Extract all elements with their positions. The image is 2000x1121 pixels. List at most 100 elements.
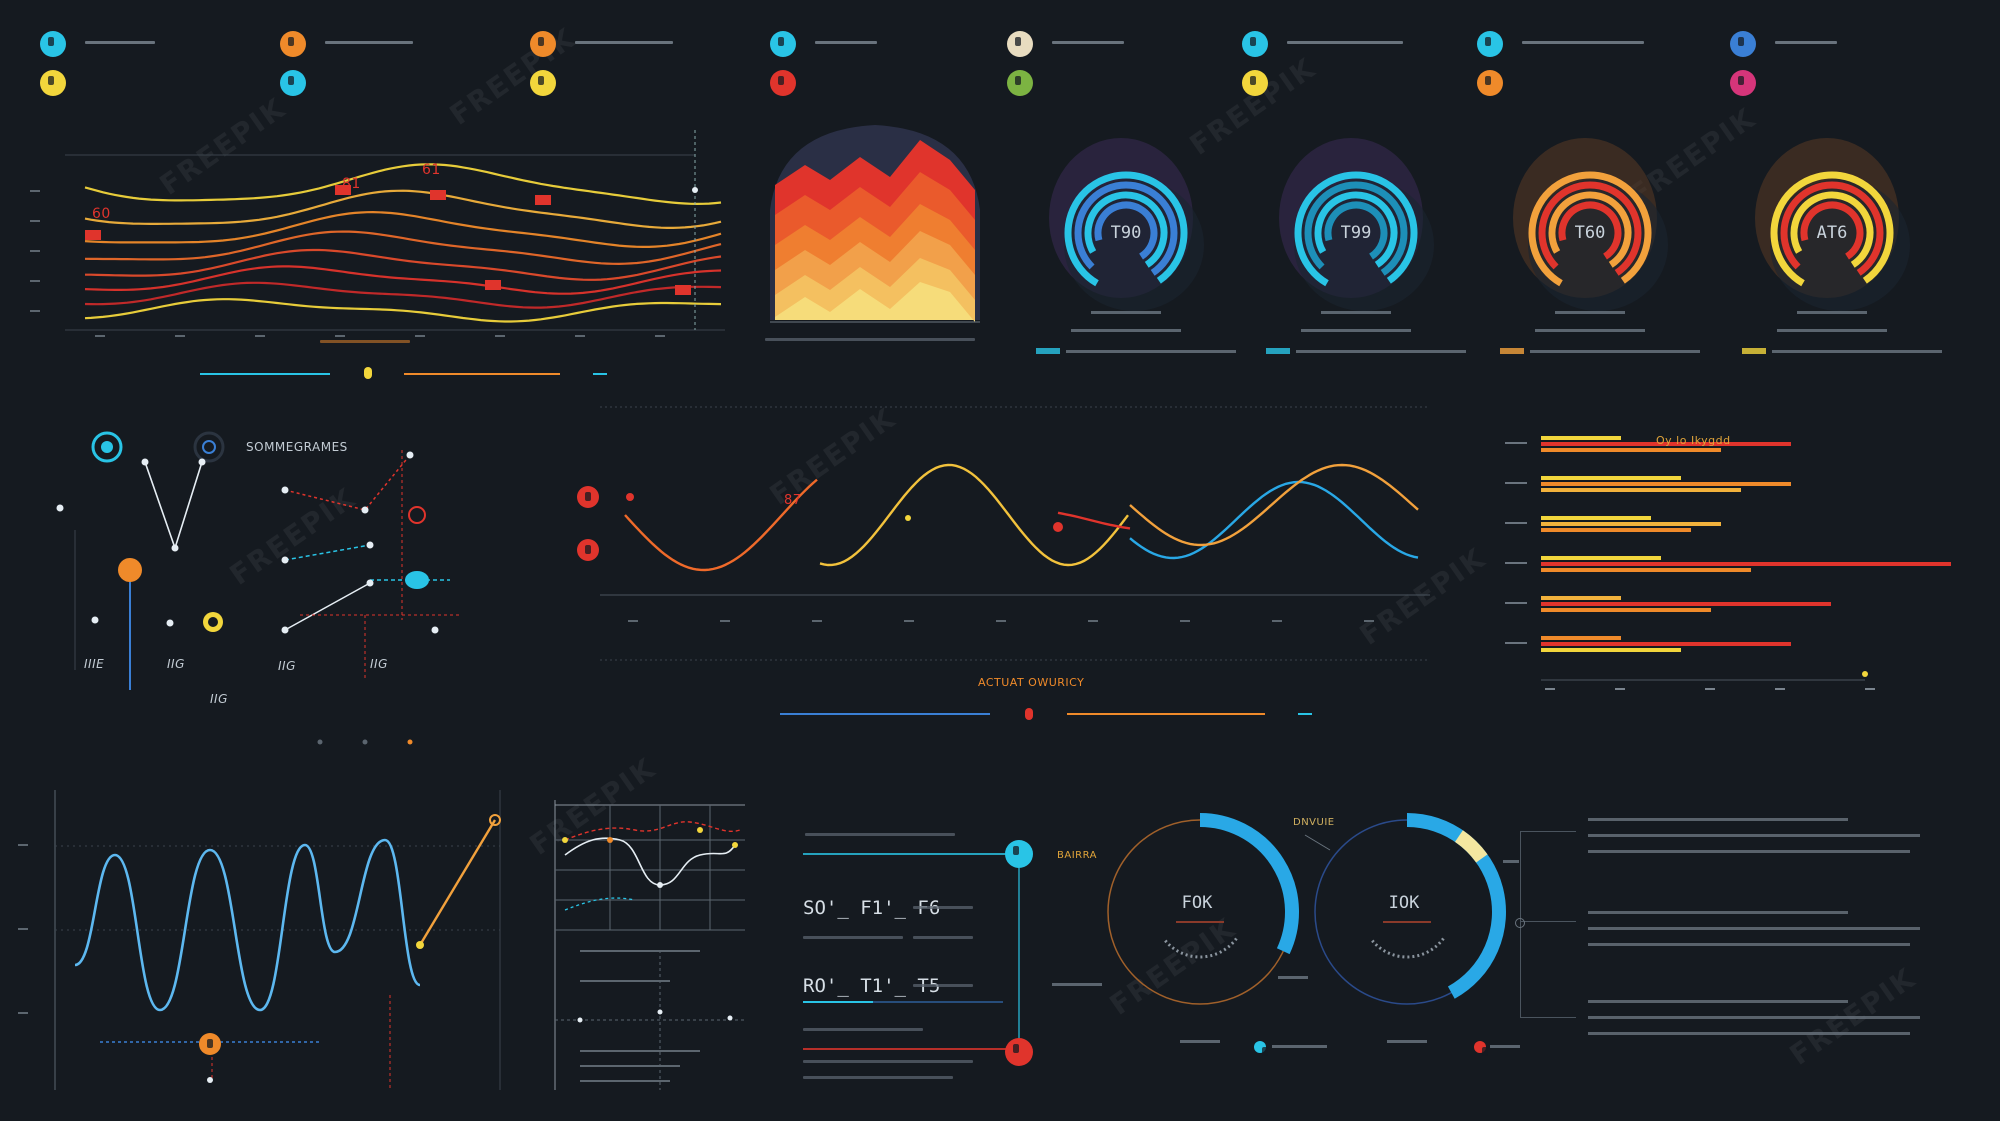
hbar	[1541, 596, 1621, 600]
legend-dot-icon	[1474, 1041, 1488, 1056]
wave-chart-label: 61	[422, 162, 441, 178]
wave-series-line	[84, 230, 722, 266]
watermark: FREEPIK	[443, 21, 582, 132]
arrow-icon[interactable]	[1730, 31, 1756, 57]
wave-marker	[430, 190, 446, 200]
scatter-point	[91, 616, 99, 624]
x-tick	[175, 335, 185, 337]
hbar	[1541, 488, 1741, 492]
ring-caption-line	[1797, 311, 1867, 314]
end-dot	[1862, 671, 1868, 677]
wave-series-line	[84, 210, 722, 248]
bracket-line	[1520, 921, 1576, 922]
ring-value: T60	[1574, 223, 1606, 243]
timeline-node-icon[interactable]	[1005, 1038, 1033, 1066]
ring-legend-swatch	[1500, 348, 1524, 354]
mini-line	[564, 897, 636, 911]
leader-line	[1304, 834, 1331, 851]
scatter-point	[281, 626, 289, 634]
pager-dot	[317, 739, 323, 745]
pager-dot	[362, 739, 368, 745]
text-line	[803, 1028, 923, 1031]
lock-icon[interactable]	[770, 70, 796, 96]
ring-caption-line	[1772, 350, 1942, 353]
link-icon[interactable]	[1477, 31, 1503, 57]
wave-point	[1053, 522, 1063, 532]
gauge-arc	[1454, 830, 1488, 863]
fire-icon[interactable]	[1477, 70, 1503, 96]
main-wave-marker-label: 87	[784, 493, 802, 508]
mountain-area-chart	[770, 125, 980, 323]
cloud-icon[interactable]	[280, 31, 306, 57]
node-dot	[208, 617, 218, 627]
water-drop-icon[interactable]	[1242, 31, 1268, 57]
leaf-icon[interactable]	[1007, 70, 1033, 96]
timeline-node-icon[interactable]	[1005, 840, 1033, 868]
ring-arc	[1528, 171, 1652, 295]
wave-point	[416, 941, 424, 949]
ring-legend-swatch	[1036, 348, 1060, 354]
gauge-label: BAIRRA	[1057, 850, 1097, 861]
hbar-label-line	[1505, 522, 1527, 524]
hbar	[1541, 602, 1831, 606]
text-line	[580, 950, 700, 952]
scatter-point	[366, 541, 374, 549]
wave-series-line	[1057, 511, 1131, 530]
x-tick	[628, 620, 638, 622]
y-tick	[18, 928, 28, 930]
chat-icon[interactable]	[280, 70, 306, 96]
bolt-icon[interactable]	[530, 70, 556, 96]
bracket-line	[1520, 1017, 1576, 1018]
text-line	[580, 980, 670, 982]
legend-text-line	[1775, 41, 1837, 44]
gauge-value: IOK	[1388, 893, 1420, 913]
gauge-caption-line	[1272, 1045, 1327, 1048]
series-dot-icon[interactable]	[577, 486, 599, 508]
ring-legend-swatch	[1266, 348, 1290, 354]
flame-dot-icon[interactable]	[199, 1033, 221, 1055]
scatter-line	[144, 461, 203, 551]
legend-text-line	[85, 41, 155, 44]
target-icon	[202, 440, 216, 454]
ring-legend-swatch	[1742, 348, 1766, 354]
gauge-arc	[1199, 813, 1299, 955]
pager-dot	[407, 739, 413, 745]
heart-icon[interactable]	[1730, 70, 1756, 96]
y-tick	[30, 280, 40, 282]
slider-knob[interactable]	[1025, 708, 1033, 720]
text-line	[1588, 1000, 1848, 1003]
hbar	[1541, 482, 1791, 486]
gauge-caption-line	[1278, 976, 1308, 979]
wave-series-line	[74, 838, 421, 1012]
x-tick	[812, 620, 822, 622]
ring-value: T99	[1340, 223, 1372, 243]
chat-icon[interactable]	[530, 31, 556, 57]
water-drop-icon[interactable]	[40, 31, 66, 57]
mini-point	[657, 882, 663, 888]
text-line	[803, 936, 903, 939]
lock-icon[interactable]	[770, 31, 796, 57]
scatter-line-chart	[56, 431, 460, 745]
hbar	[1541, 436, 1621, 440]
wave-series-line	[418, 819, 497, 946]
legend-text-line	[815, 41, 877, 44]
ring-arc	[1304, 181, 1408, 285]
series-dot-icon[interactable]	[577, 539, 599, 561]
ring-caption-line	[1091, 311, 1161, 314]
scatter-point	[56, 504, 64, 512]
bolt-icon[interactable]	[40, 70, 66, 96]
hbar-label-line	[1505, 642, 1527, 644]
x-tick	[720, 620, 730, 622]
bolt-icon[interactable]	[1242, 70, 1268, 96]
scatter-point	[198, 458, 206, 466]
wave-chart-caption	[320, 340, 410, 343]
wave-series-line	[819, 463, 1129, 567]
text-line	[913, 936, 973, 939]
ring-arc	[1294, 171, 1418, 295]
text-line	[1588, 943, 1910, 946]
chat-icon[interactable]	[1007, 31, 1033, 57]
legend-text-line	[1522, 41, 1644, 44]
blue-wave-chart	[18, 790, 501, 1090]
slider-knob[interactable]	[364, 367, 372, 379]
data-row-value: RO'_ T1'_ T5	[803, 975, 941, 997]
